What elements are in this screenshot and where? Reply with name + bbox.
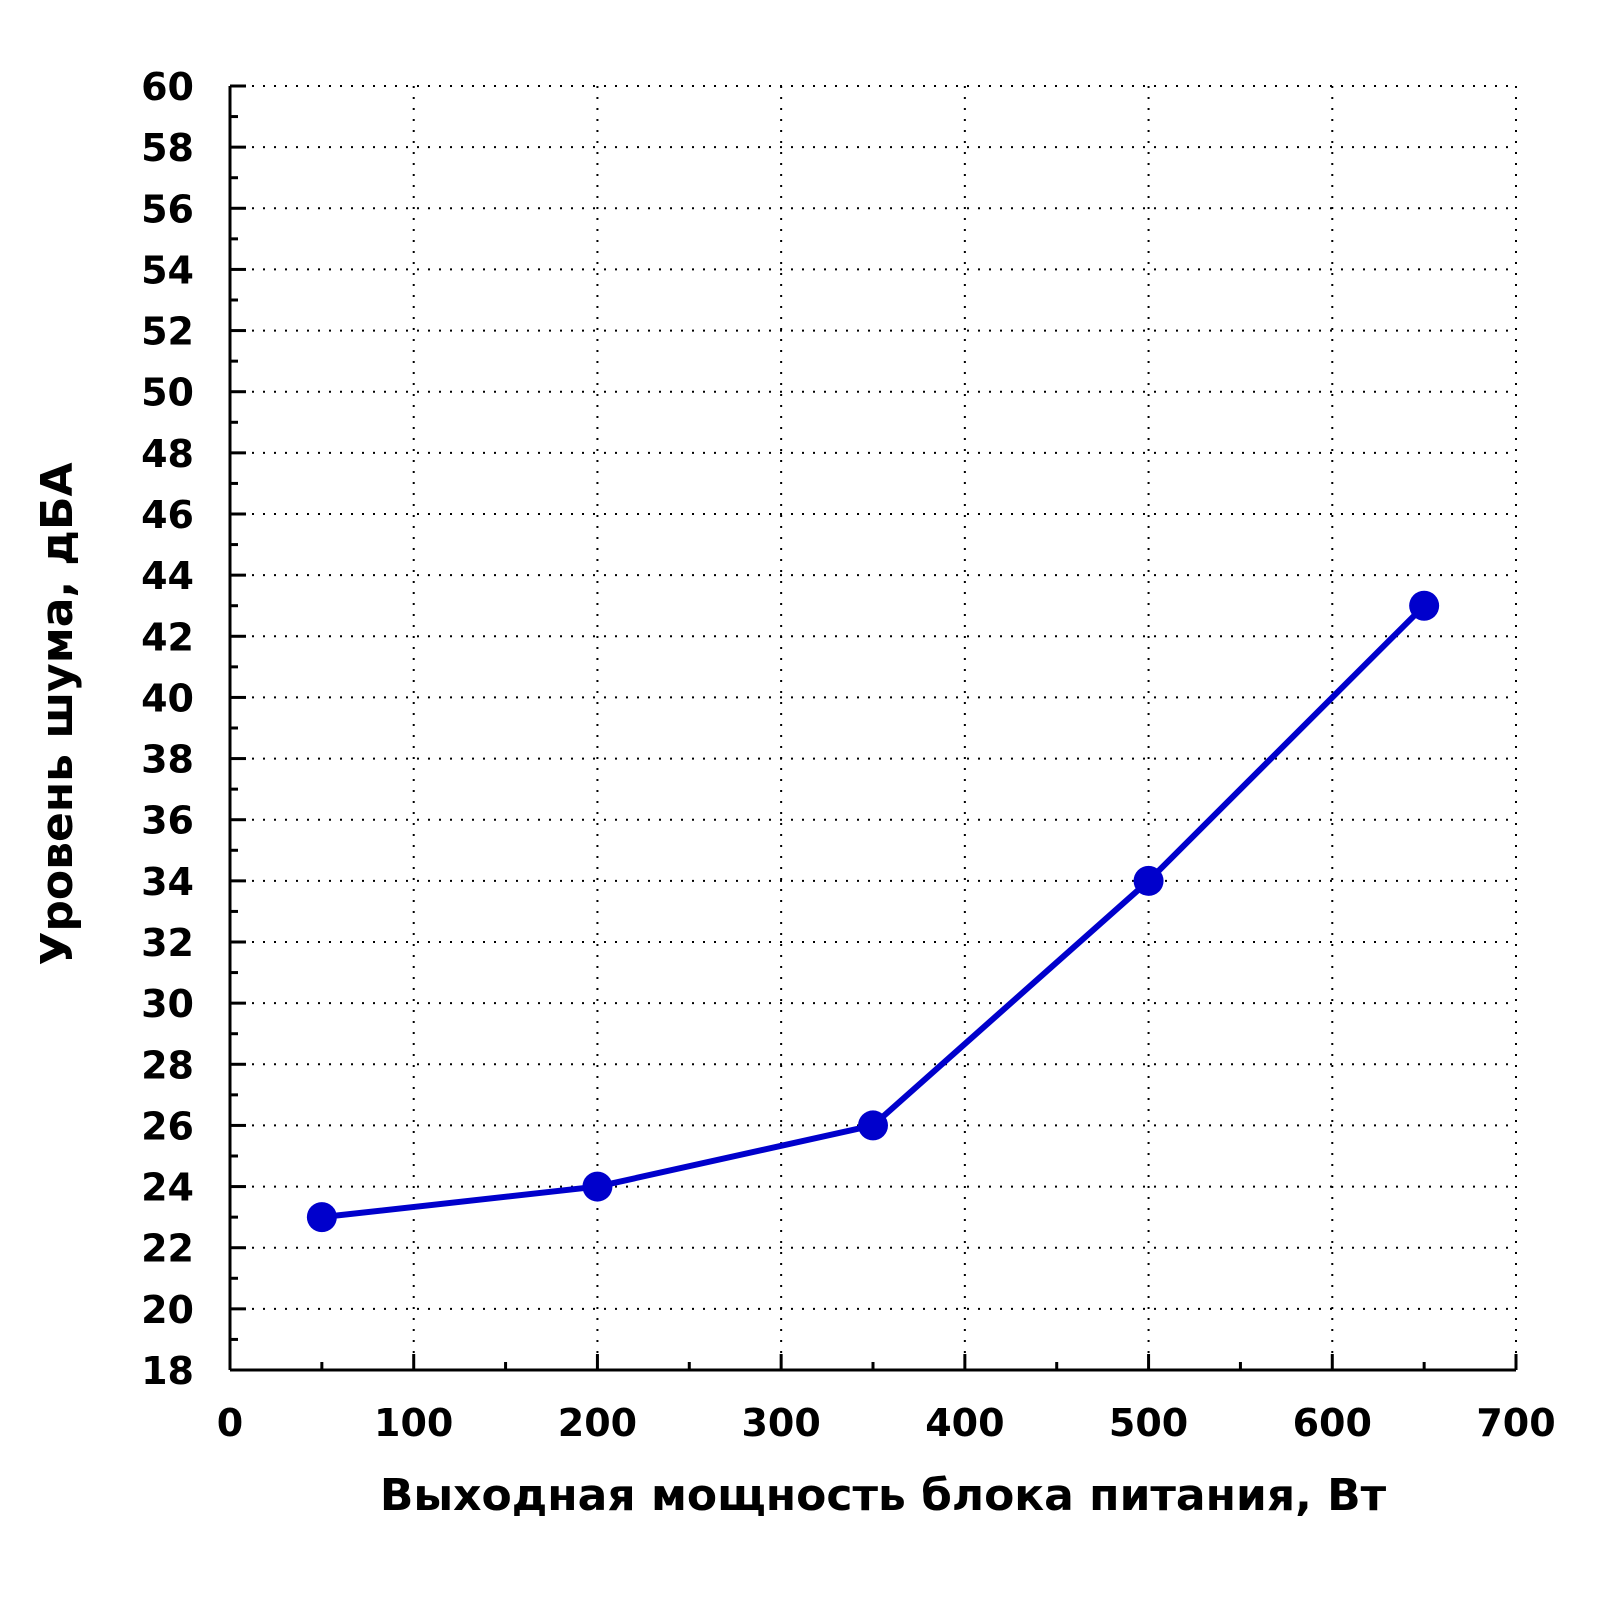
- y-tick-label: 58: [141, 126, 194, 170]
- y-tick-label: 36: [141, 799, 194, 843]
- x-tick-label: 700: [1476, 1401, 1555, 1445]
- data-point: [1409, 590, 1440, 621]
- x-tick-label: 200: [558, 1401, 637, 1445]
- y-tick-label: 50: [141, 371, 194, 415]
- y-tick-label: 60: [141, 65, 194, 109]
- y-tick-label: 48: [141, 432, 194, 476]
- grid: [230, 85, 1517, 1370]
- x-axis-title: Выходная мощность блока питания, Вт: [380, 1470, 1387, 1521]
- x-tick-label: 300: [741, 1401, 820, 1445]
- data-point: [306, 1202, 337, 1233]
- y-tick-label: 28: [141, 1043, 194, 1087]
- x-tick-label: 0: [217, 1401, 243, 1445]
- y-tick-label: 44: [141, 554, 194, 598]
- y-tick-label: 54: [141, 248, 194, 292]
- x-tick-label: 500: [1109, 1401, 1188, 1445]
- y-tick-label: 32: [141, 921, 194, 965]
- y-tick-label: 20: [141, 1288, 194, 1332]
- data-point: [1133, 865, 1164, 896]
- x-tick-label: 100: [374, 1401, 453, 1445]
- x-axis-ticks: 0 100 200 300 400 500 600 700: [217, 1354, 1556, 1445]
- y-axis-ticks: 18 20 22 24 26 28 30 32 34 36 38 40 42 44 46 48 50 52 54 56…: [141, 65, 246, 1393]
- y-tick-label: 30: [141, 982, 194, 1026]
- y-tick-label: 52: [141, 310, 194, 354]
- y-tick-label: 34: [141, 860, 194, 904]
- x-tick-label: 600: [1293, 1401, 1372, 1445]
- axes: [228, 86, 1516, 1372]
- data-point: [858, 1110, 888, 1141]
- y-tick-label: 46: [141, 493, 194, 537]
- y-tick-label: 24: [141, 1166, 194, 1210]
- x-tick-label: 400: [925, 1401, 1004, 1445]
- y-axis-title: Уровень шума, дБА: [32, 462, 83, 965]
- y-tick-label: 18: [141, 1349, 194, 1393]
- y-tick-label: 42: [141, 615, 194, 659]
- data-point: [582, 1171, 613, 1202]
- y-tick-label: 40: [141, 676, 194, 720]
- y-tick-label: 38: [141, 738, 194, 782]
- y-tick-label: 22: [141, 1227, 194, 1271]
- y-tick-label: 26: [141, 1104, 194, 1148]
- y-tick-label: 56: [141, 187, 194, 231]
- series-group: [306, 590, 1440, 1233]
